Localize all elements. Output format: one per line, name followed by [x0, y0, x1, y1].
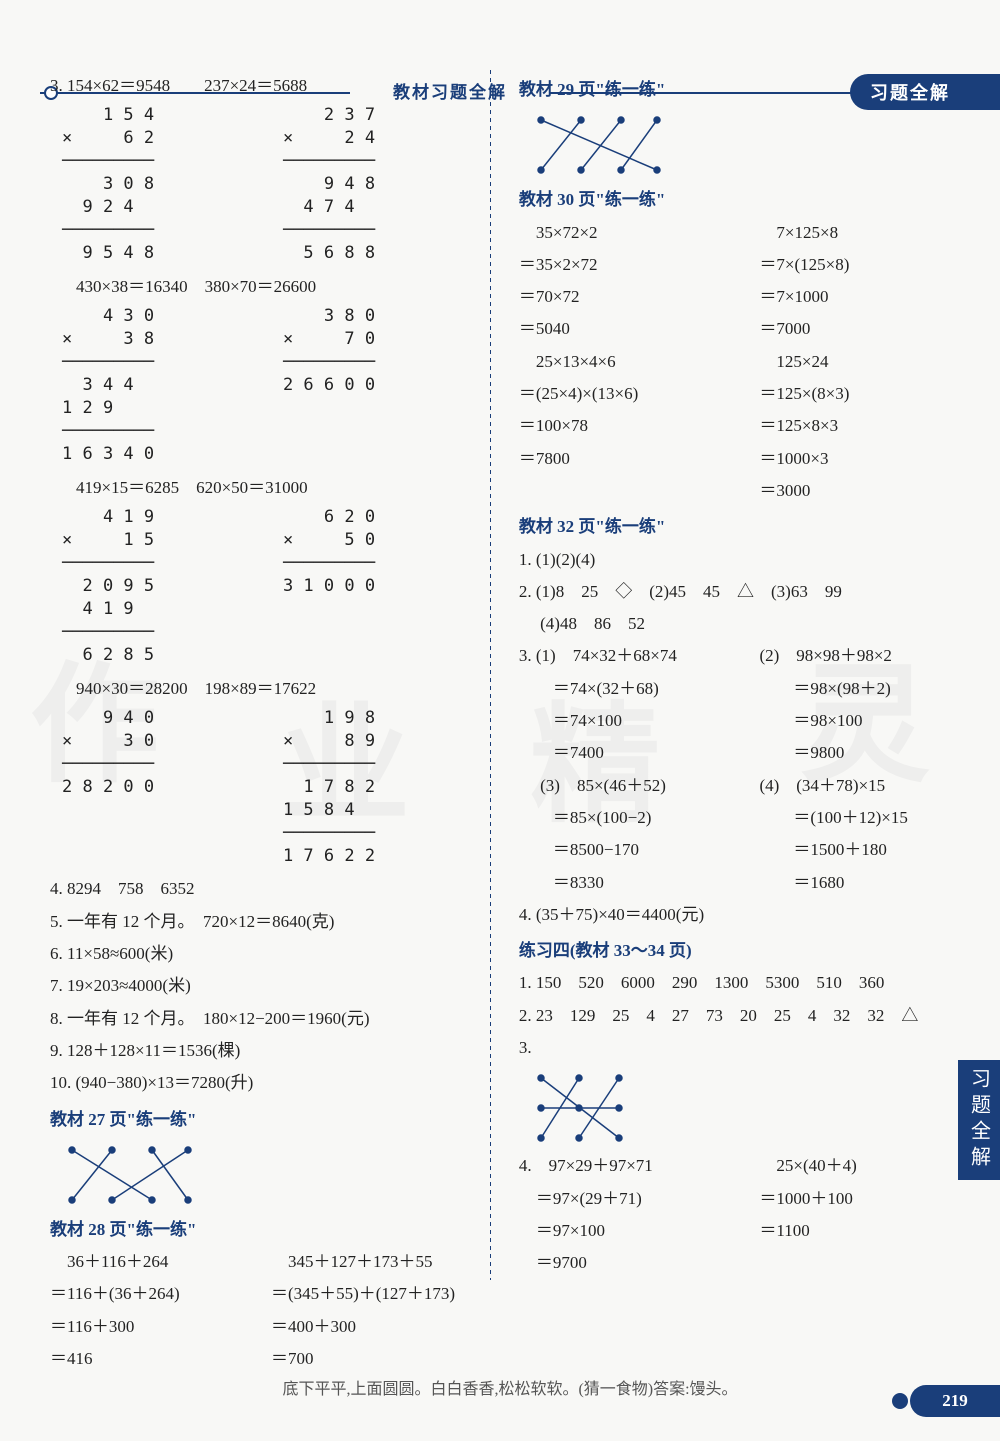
- p32-3-2b: ＝98×(98＋2): [759, 673, 970, 705]
- vert-calc-198x89: 1 9 8 × 8 9 ───────── 1 7 8 2 1 5 8 4 ──…: [283, 707, 462, 868]
- ex4-5a: ＝97×(29＋71): [519, 1183, 730, 1215]
- p32-3-3a: ＝74×100: [519, 705, 730, 737]
- p32-1: 1. (1)(2)(4): [519, 544, 970, 576]
- p32-3-4a: ＝7400: [519, 737, 730, 769]
- p32-2b: (4)48 86 52: [519, 608, 970, 640]
- p30-b4: ＝7000: [759, 313, 970, 345]
- ex4-5b: ＝1000＋100: [759, 1183, 970, 1215]
- p30-c3: ＝100×78: [519, 410, 730, 442]
- p32-3-1b: (2) 98×98＋98×2: [759, 640, 970, 672]
- p32-3-1a: 3. (1) 74×32＋68×74: [519, 640, 730, 672]
- section-p27: 教材 27 页"练一练": [50, 1104, 462, 1136]
- p28-b3: ＝400＋300: [271, 1311, 462, 1343]
- p30-a3: ＝70×72: [519, 281, 730, 313]
- q3-r3: 419×15＝6285 620×50＝31000: [50, 472, 462, 504]
- ex4-6b: ＝1100: [759, 1215, 970, 1247]
- p30-a1: 35×72×2: [519, 217, 730, 249]
- p30-b1: 7×125×8: [759, 217, 970, 249]
- q3-heading: 3. 154×62＝9548 237×24＝5688: [50, 70, 462, 102]
- ex4-3: 3.: [519, 1032, 970, 1064]
- cross-figure-p29: [529, 110, 669, 180]
- p30-d5: ＝3000: [759, 475, 970, 507]
- ex4-1: 1. 150 520 6000 290 1300 5300 510 360: [519, 967, 970, 999]
- p32-3-6a: ＝85×(100−2): [519, 802, 730, 834]
- page-number: 219: [910, 1385, 1000, 1417]
- vert-calc-940x30: 9 4 0 × 3 0 ───────── 2 8 2 0 0: [62, 707, 241, 868]
- p28-a3: ＝116＋300: [50, 1311, 241, 1343]
- p32-3-6b: ＝(100＋12)×15: [759, 802, 970, 834]
- footer: 底下平平,上面圆圆。白白香香,松松软软。(猜一食物)答案:馒头。: [50, 1364, 970, 1410]
- ex4-2: 2. 23 129 25 4 27 73 20 25 4 32 32 △: [519, 1000, 970, 1032]
- column-divider: [490, 70, 491, 1280]
- footer-riddle: 底下平平,上面圆圆。白白香香,松松软软。(猜一食物)答案:馒头。: [50, 1375, 970, 1399]
- p28-b2: ＝(345＋55)＋(127＋173): [271, 1278, 462, 1310]
- p30-d3: ＝125×8×3: [759, 410, 970, 442]
- p30-a4: ＝5040: [519, 313, 730, 345]
- p30-c4: ＝7800: [519, 443, 730, 475]
- section-p29: 教材 29 页"练一练": [519, 74, 970, 106]
- p32-2: 2. (1)8 25 ◇ (2)45 45 △ (3)63 99: [519, 576, 970, 608]
- section-p28: 教材 28 页"练一练": [50, 1214, 462, 1246]
- p28-a2: ＝116＋(36＋264): [50, 1278, 241, 1310]
- q8: 8. 一年有 12 个月。 180×12−200＝1960(元): [50, 1003, 462, 1035]
- p30-d4: ＝1000×3: [759, 443, 970, 475]
- p30-b2: ＝7×(125×8): [759, 249, 970, 281]
- p32-3-5a: (3) 85×(46＋52): [519, 770, 730, 802]
- ex4-4a: 4. 97×29＋97×71: [519, 1150, 730, 1182]
- p32-3-2a: ＝74×(32＋68): [519, 673, 730, 705]
- vert-calc-380x70: 3 8 0 × 7 0 ───────── 2 6 6 0 0: [283, 305, 462, 466]
- p30-b3: ＝7×1000: [759, 281, 970, 313]
- q9: 9. 128＋128×11＝1536(棵): [50, 1035, 462, 1067]
- vert-calc-430x38: 4 3 0 × 3 8 ───────── 3 4 4 1 2 9 ──────…: [62, 305, 241, 466]
- q3-r4: 940×30＝28200 198×89＝17622: [50, 673, 462, 705]
- p32-3-4b: ＝9800: [759, 737, 970, 769]
- p32-3-3b: ＝98×100: [759, 705, 970, 737]
- section-ex4: 练习四(教材 33～34 页): [519, 935, 970, 967]
- cross-figure-p27: [60, 1140, 200, 1210]
- q10: 10. (940−380)×13＝7280(升): [50, 1067, 462, 1099]
- p28-b1: 345＋127＋173＋55: [271, 1246, 462, 1278]
- ex4-7a: ＝9700: [519, 1247, 730, 1279]
- p32-3-8b: ＝1680: [759, 867, 970, 899]
- p32-4: 4. (35＋75)×40＝4400(元): [519, 899, 970, 931]
- ex4-4b: 25×(40＋4): [759, 1150, 970, 1182]
- p30-d1: 125×24: [759, 346, 970, 378]
- p32-3-7a: ＝8500−170: [519, 834, 730, 866]
- q3-r2: 430×38＝16340 380×70＝26600: [50, 271, 462, 303]
- right-column: 教材 29 页"练一练" 教材 30 页"练一练" 35×72×2 7×125×…: [519, 70, 970, 1280]
- section-p30: 教材 30 页"练一练": [519, 184, 970, 216]
- q7: 7. 19×203≈4000(米): [50, 970, 462, 1002]
- p32-3-8a: ＝8330: [519, 867, 730, 899]
- left-column: 3. 154×62＝9548 237×24＝5688 1 5 4 × 6 2 ─…: [50, 70, 462, 1280]
- p32-3-5b: (4) (34＋78)×15: [759, 770, 970, 802]
- p30-c2: ＝(25×4)×(13×6): [519, 378, 730, 410]
- ex4-6a: ＝97×100: [519, 1215, 730, 1247]
- p30-d2: ＝125×(8×3): [759, 378, 970, 410]
- vert-calc-419x15: 4 1 9 × 1 5 ───────── 2 0 9 5 4 1 9 ────…: [62, 506, 241, 667]
- q6: 6. 11×58≈600(米): [50, 938, 462, 970]
- vert-calc-237x24: 2 3 7 × 2 4 ───────── 9 4 8 4 7 4 ──────…: [283, 104, 462, 265]
- p30-a2: ＝35×2×72: [519, 249, 730, 281]
- badge-side: 习题全解: [958, 1060, 1000, 1180]
- vert-calc-620x50: 6 2 0 × 5 0 ───────── 3 1 0 0 0: [283, 506, 462, 667]
- p30-c1: 25×13×4×6: [519, 346, 730, 378]
- cross-figure-ex4: [529, 1068, 639, 1146]
- vert-calc-154x62: 1 5 4 × 6 2 ───────── 3 0 8 9 2 4 ──────…: [62, 104, 241, 265]
- p28-a1: 36＋116＋264: [50, 1246, 241, 1278]
- q4: 4. 8294 758 6352: [50, 873, 462, 905]
- q5: 5. 一年有 12 个月。 720×12＝8640(克): [50, 906, 462, 938]
- section-p32: 教材 32 页"练一练": [519, 511, 970, 543]
- p32-3-7b: ＝1500＋180: [759, 834, 970, 866]
